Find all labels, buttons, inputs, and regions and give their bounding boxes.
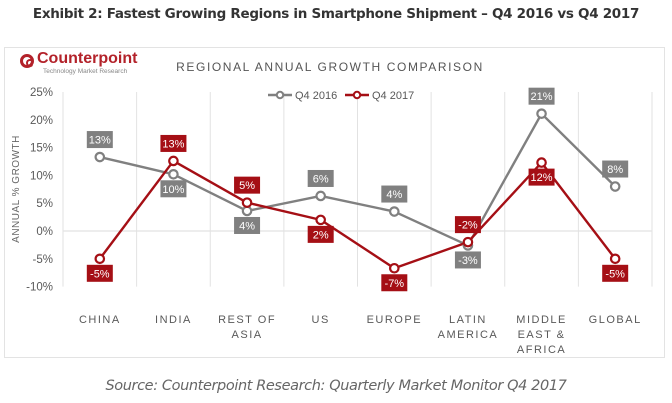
chart-title: REGIONAL ANNUAL GROWTH COMPARISON — [176, 60, 484, 74]
data-label-text: 8% — [607, 164, 623, 176]
legend-point-marker — [352, 90, 362, 100]
y-axis-ticks: 25% 20% 15% 10% 5% 0% -5% -10% — [26, 87, 53, 294]
data-label-box — [602, 264, 629, 282]
data-label-box — [160, 180, 187, 198]
gridlines — [62, 92, 653, 287]
y-tick-label: 5% — [36, 198, 53, 210]
data-label-text: 13% — [162, 138, 184, 150]
legend-label: Q4 2017 — [372, 90, 414, 102]
exhibit-title: Exhibit 2: Fastest Growing Regions in Sm… — [32, 6, 640, 22]
data-label: 21% — [528, 87, 555, 105]
data-label-box — [454, 251, 481, 269]
data-point — [168, 168, 179, 180]
data-label-box — [234, 176, 261, 194]
data-label-text: 6% — [313, 173, 329, 185]
data-label: 6% — [307, 169, 334, 187]
data-label-text: -2% — [458, 220, 478, 232]
source-note: Source: Counterpoint Research: Quarterly… — [105, 378, 567, 394]
data-point — [241, 197, 253, 208]
data-label-box — [160, 134, 187, 152]
data-label-text: 4% — [239, 220, 255, 232]
legend-item: Q4 2016 — [268, 90, 337, 102]
legend-point-marker — [275, 90, 285, 100]
y-tick-label: 0% — [36, 226, 53, 238]
data-point — [536, 157, 547, 168]
x-tick-label: REST OF ASIA — [218, 314, 276, 341]
data-label-text: 12% — [531, 172, 553, 184]
data-label-box — [381, 274, 408, 292]
data-point — [389, 206, 400, 217]
data-label: -3% — [454, 251, 481, 269]
y-tick-label: 15% — [30, 143, 53, 155]
data-label-text: 13% — [89, 135, 111, 147]
logo-name: Counterpoint — [37, 50, 138, 67]
legend-item: Q4 2017 — [345, 90, 414, 102]
data-label-box — [454, 216, 481, 234]
x-tick-label: US — [312, 314, 330, 326]
data-label-box — [86, 264, 113, 282]
chart-frame — [4, 47, 665, 358]
data-label: 8% — [602, 160, 629, 178]
data-point — [315, 190, 326, 202]
data-label-box — [307, 225, 334, 243]
data-label: 4% — [234, 216, 261, 234]
data-point — [315, 214, 326, 226]
data-label-text: 4% — [386, 189, 402, 201]
data-point — [94, 253, 106, 265]
legend-label: Q4 2016 — [295, 90, 337, 102]
x-tick-label: EUROPE — [367, 314, 422, 326]
data-label-text: 10% — [162, 184, 184, 196]
data-label: 2% — [307, 225, 334, 243]
data-point — [389, 262, 400, 274]
x-tick-label: GLOBAL — [589, 314, 642, 326]
data-label-box — [602, 160, 629, 178]
data-label-box — [86, 131, 113, 149]
data-label: 13% — [86, 131, 113, 149]
data-label: -2% — [454, 216, 481, 234]
data-label-text: 5% — [239, 180, 255, 192]
x-tick-label: INDIA — [155, 314, 192, 326]
data-label: 12% — [528, 168, 555, 186]
data-point — [609, 181, 621, 192]
y-axis-title: ANNUAL % GROWTH — [11, 135, 22, 243]
logo-tagline: Technology Market Research — [43, 68, 128, 75]
data-label-text: -3% — [458, 255, 478, 267]
x-tick-label: LATIN AMERICA — [438, 314, 499, 341]
data-label-box — [234, 216, 261, 234]
data-label: -7% — [381, 274, 408, 292]
data-label: 13% — [160, 134, 187, 152]
y-tick-label: -10% — [26, 282, 53, 294]
y-tick-label: 20% — [30, 115, 53, 127]
data-label: 4% — [381, 185, 408, 203]
x-axis-ticks: CHINA INDIA REST OF ASIA US EUROPE LATIN AMERIC… — [79, 314, 642, 356]
y-tick-label: -5% — [33, 254, 53, 266]
data-point — [94, 151, 106, 163]
legend: Q4 2016 Q4 2017 — [268, 90, 414, 102]
data-label-text: 2% — [313, 229, 329, 241]
data-point — [609, 253, 621, 265]
data-label-text: -5% — [605, 268, 625, 280]
data-label-box — [381, 185, 408, 203]
data-label-text: 21% — [531, 91, 553, 103]
data-point — [462, 236, 474, 248]
data-point — [168, 155, 179, 167]
data-label: 5% — [234, 176, 261, 194]
data-point — [241, 205, 253, 217]
counterpoint-logo-icon — [20, 54, 34, 68]
data-label-text: -7% — [385, 278, 405, 290]
x-tick-label: CHINA — [79, 314, 121, 326]
y-tick-label: 25% — [30, 87, 53, 99]
data-label-box — [528, 168, 555, 186]
data-labels-layer: 13% 10% 4% 6% 4% -3% 21% 8% -5% 13% 5% 2% -7% -2% 12% -… — [86, 87, 629, 292]
data-label-box — [528, 87, 555, 105]
x-tick-label: MIDDLE EAST & AFRICA — [516, 314, 567, 356]
data-label-box — [307, 169, 334, 187]
data-label: -5% — [86, 264, 113, 282]
data-point — [536, 108, 547, 119]
data-label-text: -5% — [90, 268, 110, 280]
y-tick-label: 10% — [30, 170, 53, 182]
data-label: 10% — [160, 180, 187, 198]
data-label: -5% — [602, 264, 629, 282]
